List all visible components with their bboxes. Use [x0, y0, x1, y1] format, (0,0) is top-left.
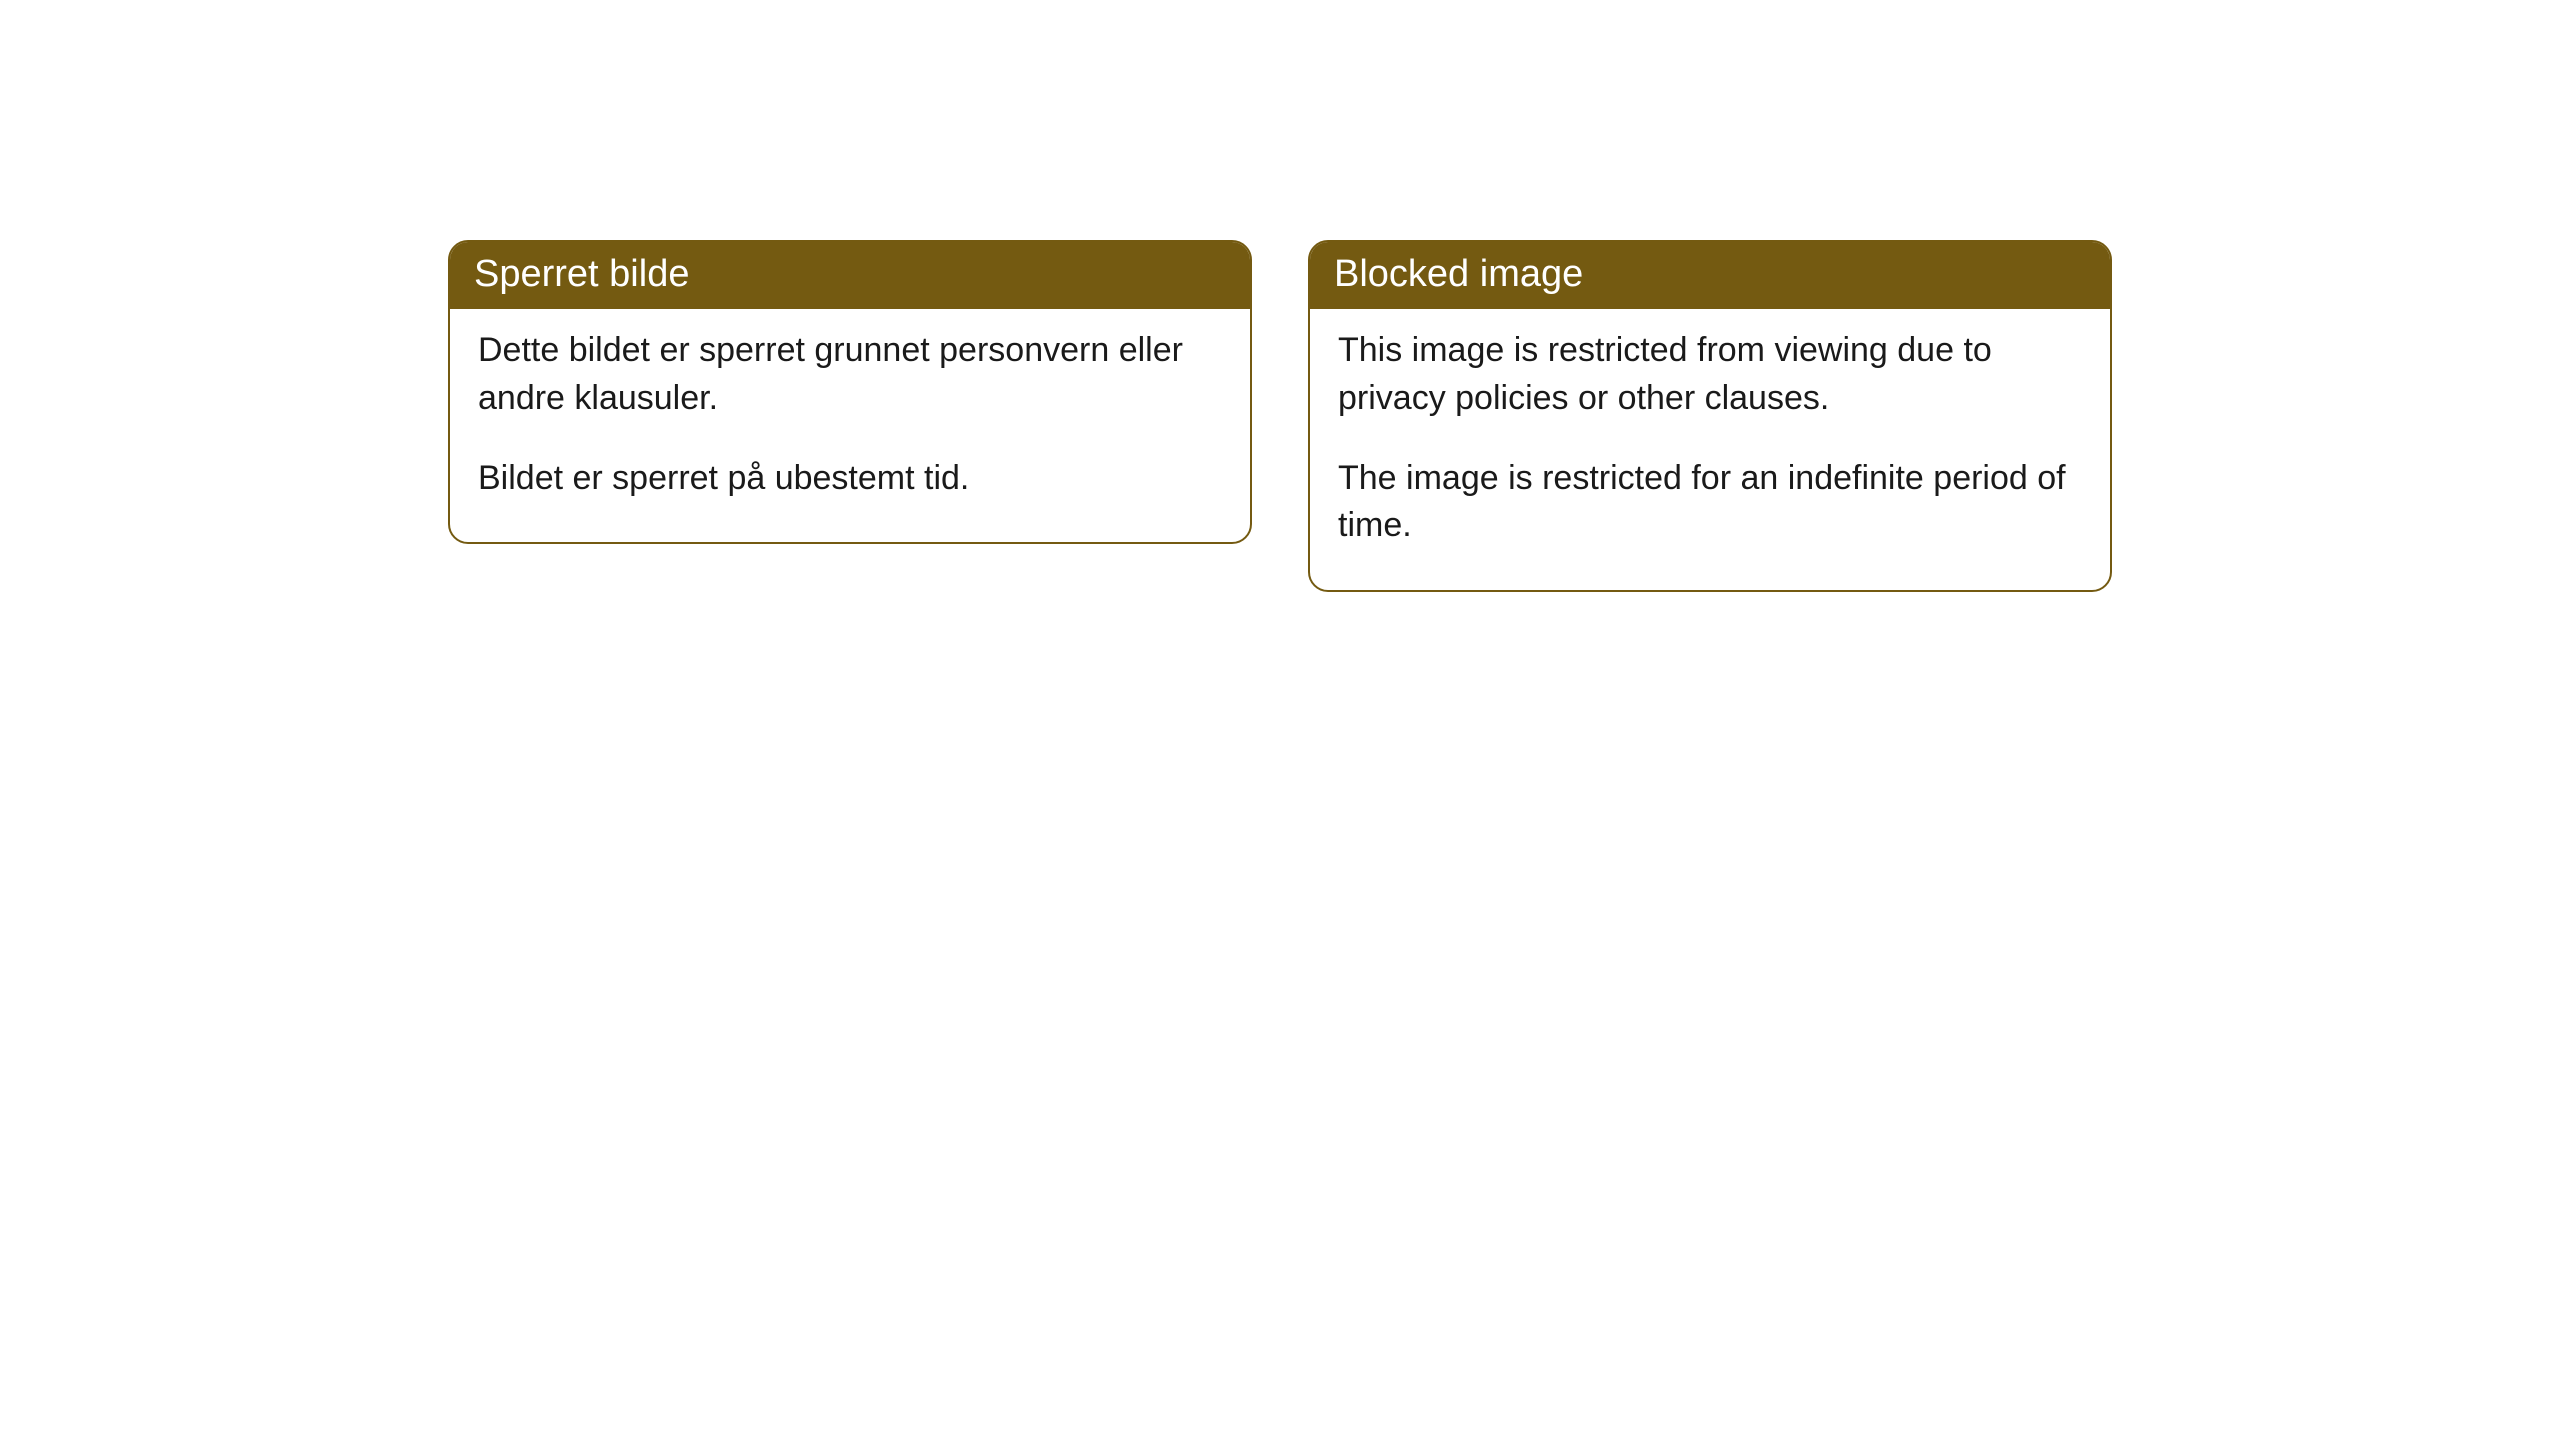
card-header-en: Blocked image [1310, 242, 2110, 309]
card-text-en-1: This image is restricted from viewing du… [1338, 327, 2082, 422]
card-text-en-2: The image is restricted for an indefinit… [1338, 455, 2082, 550]
card-text-no-1: Dette bildet er sperret grunnet personve… [478, 327, 1222, 422]
card-text-no-2: Bildet er sperret på ubestemt tid. [478, 455, 1222, 503]
blocked-image-card-no: Sperret bilde Dette bildet er sperret gr… [448, 240, 1252, 544]
blocked-image-card-en: Blocked image This image is restricted f… [1308, 240, 2112, 592]
card-header-no: Sperret bilde [450, 242, 1250, 309]
card-body-en: This image is restricted from viewing du… [1310, 309, 2110, 589]
card-body-no: Dette bildet er sperret grunnet personve… [450, 309, 1250, 542]
